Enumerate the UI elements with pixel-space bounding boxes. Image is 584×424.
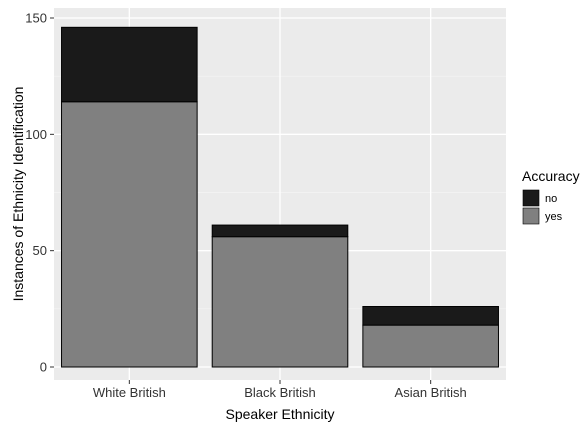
x-tick-label: Black British	[244, 385, 316, 400]
legend: Accuracy no yes	[522, 168, 580, 225]
bars	[61, 26, 499, 368]
legend-key-no	[522, 189, 540, 207]
bar-yes-asian-british	[362, 324, 499, 368]
y-tick-label: 50	[33, 243, 47, 258]
legend-label-yes: yes	[545, 211, 563, 223]
bar-no-asian-british	[362, 306, 499, 326]
x-tick-label: Asian British	[395, 385, 467, 400]
y-tick-label: 0	[40, 360, 47, 375]
x-tick-label: White British	[93, 385, 166, 400]
bar-no-white-british	[61, 26, 198, 103]
y-tick-label: 150	[25, 11, 47, 26]
x-axis-ticks: White British Black British Asian British	[93, 380, 467, 400]
bar-yes-black-british	[211, 236, 349, 368]
y-tick-label: 100	[25, 127, 47, 142]
y-axis-ticks: 0 50 100 150	[25, 11, 54, 375]
y-axis-title: Instances of Ethnicity Identification	[10, 87, 26, 302]
x-axis-title: Speaker Ethnicity	[226, 406, 335, 422]
legend-label-no: no	[545, 193, 557, 205]
bar-yes-white-british	[61, 101, 198, 368]
legend-key-yes	[522, 207, 540, 225]
legend-title: Accuracy	[522, 168, 580, 184]
bar-no-black-british	[211, 224, 349, 238]
